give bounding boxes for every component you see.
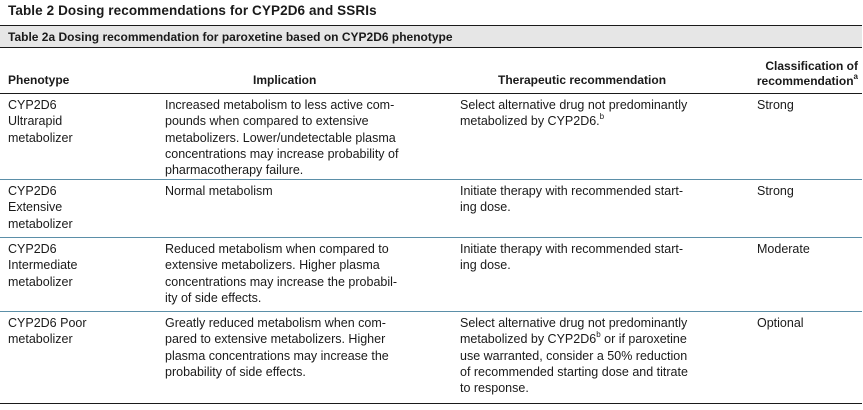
therapeutic-cell: Select alternative drug not predominantl… [460, 98, 688, 129]
footnote-marker: b [599, 112, 605, 122]
header-classification-line2: recommendationa [756, 72, 858, 89]
header-classification: Classification of recommendationa [757, 59, 858, 89]
phenotype-cell: CYP2D6 Extensive metabolizer [8, 184, 73, 231]
therapeutic-cell: Initiate therapy with recommended start-… [460, 184, 684, 215]
table-title: Table 2 Dosing recommendations for CYP2D… [8, 3, 377, 18]
table-row: CYP2D6 Poor metabolizer Greatly reduced … [0, 312, 862, 404]
phenotype-cell: CYP2D6 Intermediate metabolizer [8, 242, 78, 289]
implication-cell: Reduced metabolism when compared to exte… [165, 242, 398, 305]
header-rule [0, 93, 862, 94]
implication-cell: Greatly reduced metabolism when com- par… [165, 316, 389, 379]
header-phenotype: Phenotype [8, 73, 70, 87]
classification-cell: Optional [757, 316, 804, 330]
implication-cell: Normal metabolism [165, 184, 273, 198]
header-therapeutic-recommendation: Therapeutic recommendation [498, 73, 667, 87]
classification-cell: Strong [757, 184, 794, 198]
table-row: CYP2D6 Extensive metabolizer Normal meta… [0, 180, 862, 238]
implication-cell: Increased metabolism to less active com-… [165, 98, 399, 178]
classification-cell: Moderate [757, 242, 810, 256]
footnote-marker: a [853, 72, 858, 81]
therapeutic-cell: Initiate therapy with recommended start-… [460, 242, 684, 273]
table-row: CYP2D6 Intermediate metabolizer Reduced … [0, 238, 862, 312]
phenotype-cell: CYP2D6 Ultrarapid metabolizer [8, 98, 73, 145]
phenotype-cell: CYP2D6 Poor metabolizer [8, 316, 87, 347]
header-implication: Implication [253, 73, 317, 87]
classification-cell: Strong [757, 98, 794, 112]
footnote-marker: b [596, 330, 601, 340]
subtable-title-bar: Table 2a Dosing recommendation for parox… [0, 25, 862, 48]
table-row: CYP2D6 Ultrarapid metabolizer Increased … [0, 94, 862, 180]
header-classification-line1: Classification of [765, 59, 858, 73]
subtable-title: Table 2a Dosing recommendation for parox… [8, 30, 453, 44]
therapeutic-cell: Select alternative drug not predominantl… [460, 316, 688, 396]
